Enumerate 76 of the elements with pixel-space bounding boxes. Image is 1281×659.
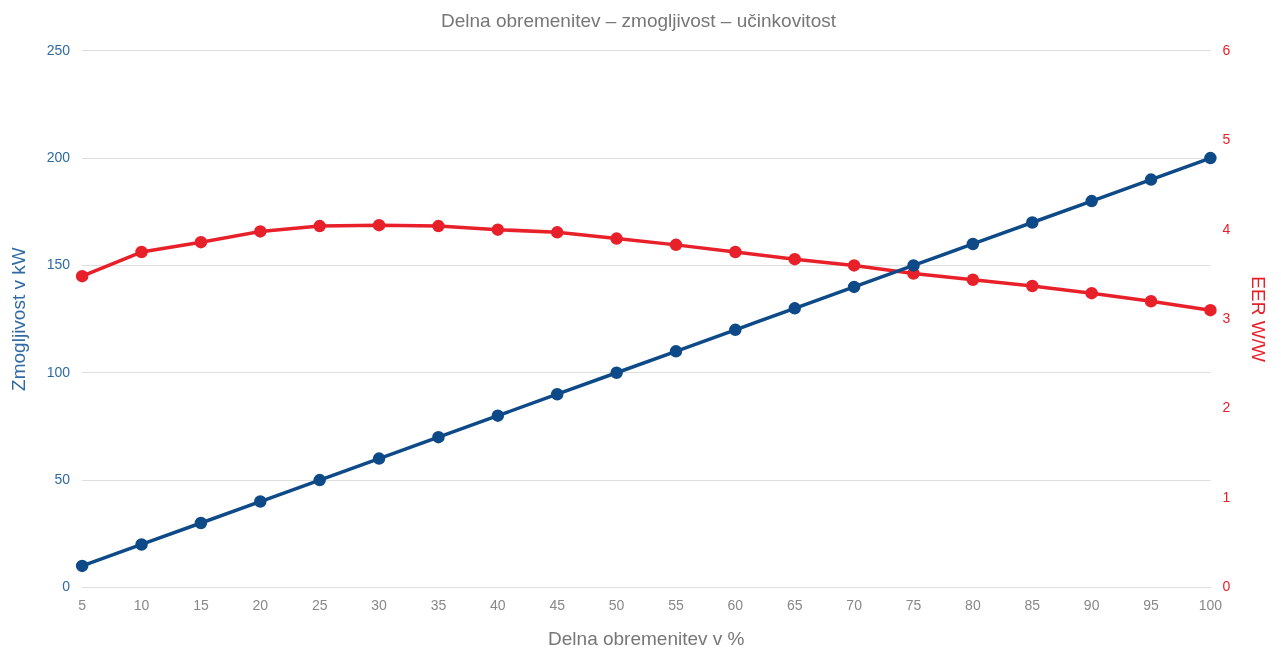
point — [491, 223, 505, 236]
point — [1085, 194, 1098, 208]
point — [907, 259, 920, 272]
point — [966, 273, 980, 286]
x-tick-label: 45 — [549, 596, 566, 613]
y-tick-label: 150 — [46, 256, 71, 273]
chart-title: Delna obremenitev – zmogljivost – učinkovitost — [441, 9, 837, 31]
point — [372, 452, 386, 465]
point — [432, 430, 445, 444]
x-tick-label: 80 — [965, 596, 981, 613]
point — [610, 366, 623, 380]
y2-tick-label: 0 — [1222, 578, 1231, 595]
y-tick-label: 200 — [46, 148, 71, 165]
x-tick-label: 10 — [133, 596, 150, 613]
x-axis-title: Delna obremenitev v % — [548, 627, 745, 649]
point — [1026, 279, 1039, 293]
x-tick-label: 15 — [193, 596, 209, 613]
point — [788, 252, 801, 266]
point — [847, 280, 861, 294]
x-tick-label: 100 — [1198, 596, 1223, 613]
point — [1204, 151, 1217, 165]
y2-tick-label: 3 — [1222, 309, 1231, 326]
point — [729, 245, 742, 259]
x-tick-label: 90 — [1083, 596, 1100, 613]
point — [1144, 294, 1158, 308]
point — [194, 516, 208, 530]
point — [75, 269, 89, 283]
point — [313, 473, 326, 487]
point — [550, 387, 564, 401]
x-tick-label: 70 — [846, 596, 863, 613]
x-tick-label: 55 — [668, 596, 684, 613]
point — [1144, 173, 1158, 186]
point — [788, 302, 801, 315]
x-tick-label: 25 — [311, 596, 328, 613]
point — [194, 235, 208, 249]
point — [669, 345, 683, 358]
point — [254, 495, 267, 508]
x-tick-label: 30 — [371, 596, 388, 613]
point — [491, 409, 505, 422]
point — [610, 232, 623, 245]
point — [1026, 216, 1039, 229]
y-tick-label: 0 — [62, 578, 71, 595]
y2-tick-label: 2 — [1222, 399, 1231, 416]
x-tick-label: 35 — [430, 596, 447, 613]
x-tick-label: 60 — [727, 596, 744, 613]
point — [550, 226, 564, 239]
point — [966, 237, 980, 251]
y2-axis-title: EER W/W — [1248, 276, 1270, 362]
x-tick-label: 20 — [252, 596, 269, 613]
point — [729, 323, 742, 337]
point — [254, 225, 267, 238]
x-tick-label: 65 — [786, 596, 803, 613]
y-tick-label: 250 — [46, 41, 71, 58]
y-axis-title: Zmogljivost v kW — [7, 247, 29, 391]
point — [432, 219, 445, 233]
point — [313, 219, 326, 233]
y-tick-label: 100 — [46, 363, 71, 380]
y2-tick-label: 6 — [1222, 41, 1231, 58]
point — [847, 259, 861, 272]
point — [135, 538, 148, 551]
x-tick-label: 85 — [1024, 596, 1041, 613]
point — [372, 218, 386, 232]
x-tick-label: 75 — [905, 596, 922, 613]
y2-tick-label: 4 — [1222, 220, 1231, 237]
point — [669, 238, 683, 252]
point — [135, 245, 148, 259]
x-tick-label: 50 — [608, 596, 625, 613]
x-tick-label: 40 — [490, 596, 506, 613]
y-tick-label: 50 — [54, 470, 71, 487]
point — [1085, 286, 1098, 300]
point — [1204, 303, 1217, 317]
point — [75, 559, 89, 573]
x-tick-label: 5 — [78, 596, 87, 613]
y2-tick-label: 1 — [1222, 488, 1231, 505]
y2-tick-label: 5 — [1222, 131, 1231, 148]
x-tick-label: 95 — [1143, 596, 1160, 613]
